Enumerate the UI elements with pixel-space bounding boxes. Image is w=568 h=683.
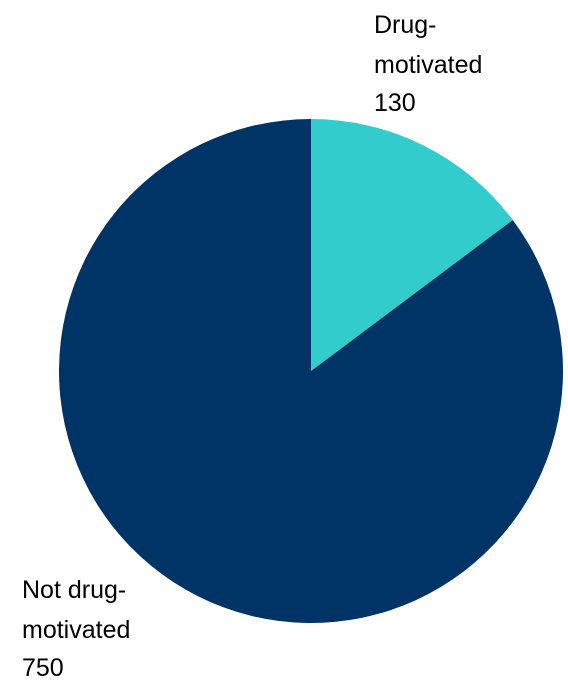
slice-label-drug-motivated: Drug- motivated 130	[374, 11, 482, 117]
label-line: Drug-	[374, 11, 437, 39]
data-label: 130	[374, 89, 416, 117]
slice-label-not-drug-motivated: Not drug- motivated 750	[22, 576, 130, 682]
label-line: Not drug-	[22, 576, 126, 604]
data-label: 750	[22, 654, 64, 682]
pie-slices	[59, 119, 563, 623]
label-line: motivated	[22, 616, 130, 644]
label-line: motivated	[374, 51, 482, 79]
pie-slice-1	[59, 119, 563, 623]
pie-slice-0	[311, 119, 513, 371]
